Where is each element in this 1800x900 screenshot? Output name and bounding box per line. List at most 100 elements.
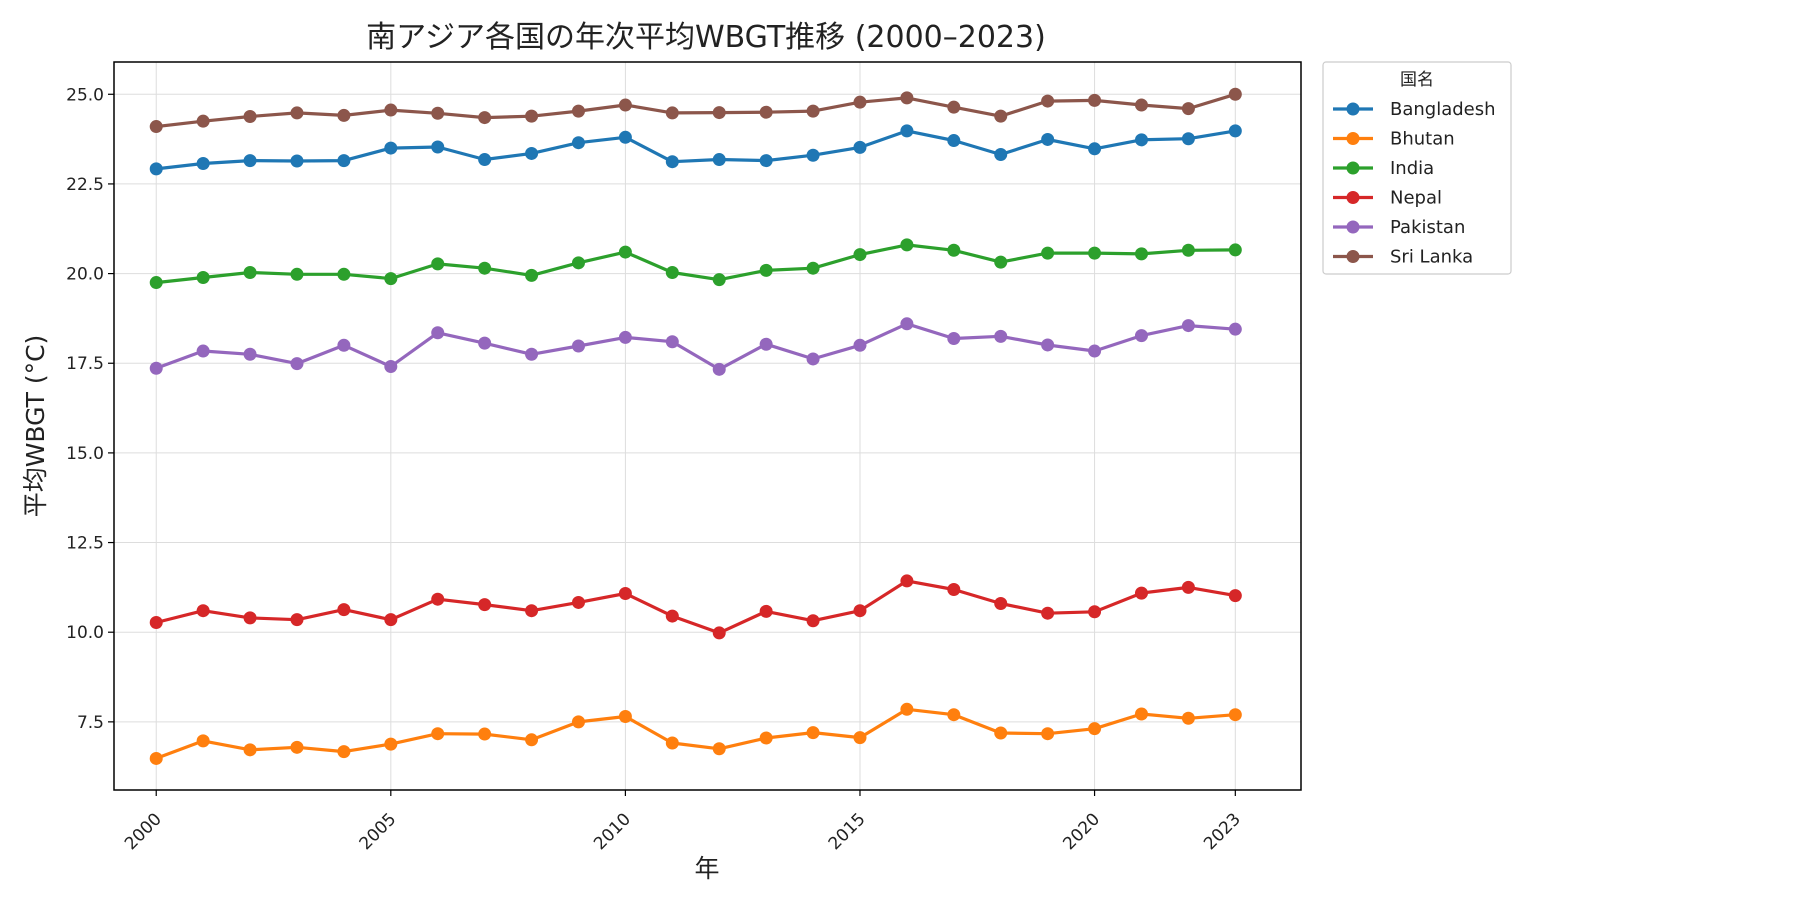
y-axis-label: 平均WBGT (°C) — [21, 335, 50, 518]
data-point-bhutan — [947, 708, 961, 722]
data-point-sri-lanka — [947, 100, 961, 114]
legend-label: Bhutan — [1390, 129, 1455, 150]
data-point-sri-lanka — [337, 108, 351, 122]
legend-label: India — [1390, 158, 1434, 179]
data-point-pakistan — [1134, 329, 1148, 343]
data-point-sri-lanka — [243, 110, 257, 124]
data-point-india — [665, 266, 679, 280]
legend-label: Nepal — [1390, 188, 1442, 209]
data-point-pakistan — [384, 359, 398, 373]
x-axis-label: 年 — [694, 854, 719, 883]
data-point-sri-lanka — [149, 120, 163, 134]
data-point-bhutan — [384, 737, 398, 751]
data-point-nepal — [1134, 586, 1148, 600]
data-point-pakistan — [337, 338, 351, 352]
y-tick-label: 10.0 — [66, 623, 104, 643]
data-point-bangladesh — [1041, 132, 1055, 146]
data-point-sri-lanka — [712, 106, 726, 120]
data-point-nepal — [994, 597, 1008, 611]
data-point-bangladesh — [1228, 124, 1242, 138]
data-point-sri-lanka — [900, 91, 914, 105]
data-point-bangladesh — [149, 162, 163, 176]
y-tick-label: 25.0 — [66, 85, 104, 105]
legend-title: 国名 — [1400, 70, 1434, 90]
legend: 国名 Bangladesh Bhutan India Nepal Pakistan Sri… — [1322, 61, 1512, 275]
data-point-sri-lanka — [384, 103, 398, 117]
data-point-nepal — [1088, 605, 1102, 619]
data-point-sri-lanka — [525, 109, 539, 123]
data-point-bhutan — [712, 742, 726, 756]
data-point-bangladesh — [1134, 133, 1148, 147]
legend-label: Bangladesh — [1390, 99, 1496, 120]
data-point-pakistan — [900, 317, 914, 331]
series-india — [149, 238, 1242, 290]
legend-swatch-marker — [1346, 161, 1360, 175]
data-point-pakistan — [525, 347, 539, 361]
data-point-sri-lanka — [994, 109, 1008, 123]
y-tick-label: 17.5 — [66, 354, 104, 374]
data-point-bangladesh — [665, 155, 679, 169]
data-point-india — [478, 261, 492, 275]
series-bangladesh — [149, 124, 1242, 176]
data-point-pakistan — [243, 347, 257, 361]
data-point-bhutan — [1041, 727, 1055, 741]
data-point-india — [1181, 243, 1195, 257]
series-sri-lanka — [149, 87, 1242, 134]
data-point-india — [1134, 247, 1148, 261]
data-point-india — [853, 248, 867, 262]
data-point-bhutan — [1088, 722, 1102, 736]
data-point-pakistan — [149, 361, 163, 375]
data-point-nepal — [1041, 606, 1055, 620]
data-point-bhutan — [853, 731, 867, 745]
data-point-sri-lanka — [196, 114, 210, 128]
data-point-nepal — [759, 604, 773, 618]
data-point-sri-lanka — [1088, 93, 1102, 107]
data-point-sri-lanka — [665, 106, 679, 120]
data-point-india — [571, 256, 585, 270]
data-point-bhutan — [243, 743, 257, 757]
data-point-nepal — [618, 586, 632, 600]
data-point-pakistan — [290, 357, 304, 371]
series-line-bhutan — [155, 707, 1236, 760]
data-point-bangladesh — [1181, 132, 1195, 146]
data-point-bhutan — [337, 745, 351, 759]
y-axis: 7.5 10.0 12.5 15.0 17.5 20.0 22.5 25.0 — [66, 85, 114, 733]
series-layer — [149, 87, 1242, 765]
data-point-pakistan — [431, 326, 445, 340]
series-nepal — [149, 574, 1242, 640]
data-point-india — [618, 245, 632, 259]
data-point-pakistan — [618, 330, 632, 344]
data-point-pakistan — [806, 352, 820, 366]
data-point-pakistan — [712, 362, 726, 376]
data-point-nepal — [853, 604, 867, 618]
series-line-sri-lanka — [156, 92, 1236, 129]
data-point-india — [337, 267, 351, 281]
data-point-bangladesh — [525, 146, 539, 160]
data-point-pakistan — [665, 335, 679, 349]
data-point-sri-lanka — [431, 106, 445, 120]
data-point-nepal — [571, 595, 585, 609]
plot-area-frame — [113, 61, 1302, 791]
data-point-bangladesh — [806, 148, 820, 162]
legend-item-bhutan: Bhutan — [1333, 129, 1455, 150]
x-tick-label: 2020 — [1059, 809, 1104, 854]
data-point-nepal — [712, 626, 726, 640]
data-point-bhutan — [759, 731, 773, 745]
data-point-bangladesh — [431, 140, 445, 154]
data-point-bangladesh — [384, 141, 398, 155]
data-point-bhutan — [1228, 708, 1242, 722]
data-point-bangladesh — [994, 148, 1008, 162]
data-point-india — [994, 255, 1008, 269]
legend-box — [1322, 61, 1512, 275]
x-tick-label: 2015 — [825, 809, 870, 854]
data-point-nepal — [337, 603, 351, 617]
data-point-pakistan — [1228, 322, 1242, 336]
data-point-bangladesh — [618, 130, 632, 144]
data-point-nepal — [290, 613, 304, 627]
chart-title: 南アジア各国の年次平均WBGT推移 (2000–2023) — [366, 20, 1046, 55]
data-point-bhutan — [618, 709, 632, 723]
data-point-bangladesh — [290, 154, 304, 168]
legend-item-nepal: Nepal — [1333, 188, 1442, 209]
y-tick-label: 12.5 — [66, 534, 104, 554]
